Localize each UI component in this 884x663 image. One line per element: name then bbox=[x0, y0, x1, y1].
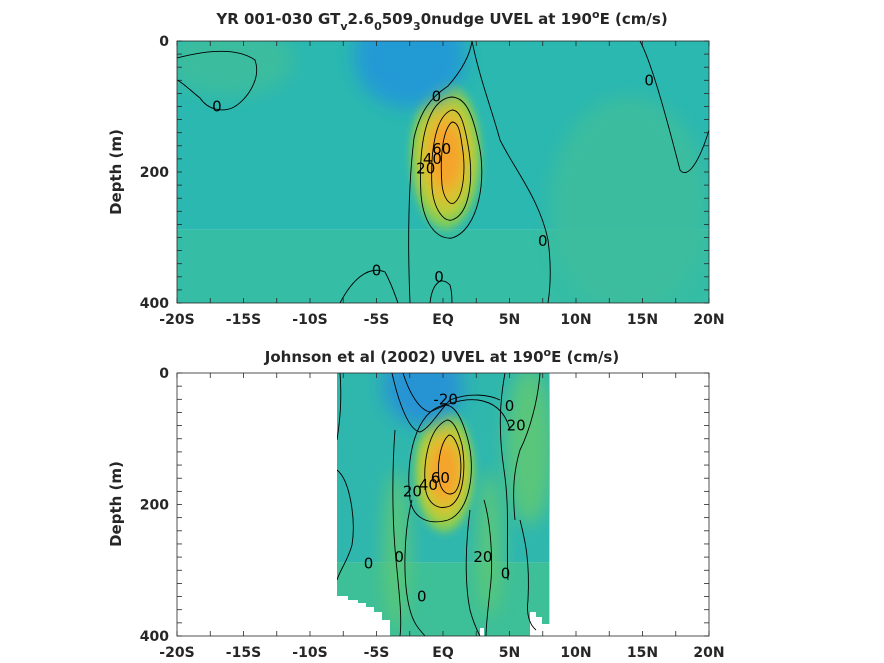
contour-label-7: 40 bbox=[423, 150, 442, 168]
contour-label-1: 0 bbox=[505, 397, 515, 415]
contour-label-6: 0 bbox=[394, 548, 404, 566]
panel-bottom-nodata-notch bbox=[337, 596, 550, 636]
panel-top-contours bbox=[177, 41, 709, 303]
contour-label-3: 20 bbox=[403, 482, 422, 500]
contour-60 bbox=[438, 434, 462, 495]
contour-zero-south bbox=[177, 51, 258, 111]
feature-nsccn bbox=[476, 471, 503, 617]
contour-zero-eq bbox=[402, 373, 511, 431]
panel-top: YR 001-030 GTv2.6050930nudge UVEL at 190… bbox=[107, 8, 725, 328]
contour-zero-west-edge bbox=[337, 373, 342, 441]
contour-label-5: 60 bbox=[431, 469, 450, 487]
y-tick-label-2: 400 bbox=[140, 629, 169, 645]
contour-label-0: -20 bbox=[433, 390, 458, 408]
panel-bottom: Johnson et al (2002) UVEL at 190oE (cm/s… bbox=[107, 346, 725, 661]
contour-zero-core-east bbox=[471, 41, 551, 303]
contour-nsccs bbox=[392, 429, 402, 636]
y-tick-label-0: 0 bbox=[159, 34, 169, 50]
contour-20-main bbox=[408, 404, 472, 523]
panel-top-title: YR 001-030 GTv2.6050930nudge UVEL at 190… bbox=[215, 8, 667, 33]
contour-nsccn bbox=[465, 509, 481, 636]
contour-label-8: 20 bbox=[473, 548, 492, 566]
contour-40 bbox=[431, 109, 472, 221]
feature-surface-westward bbox=[383, 373, 463, 426]
panel-bottom-title: Johnson et al (2002) UVEL at 190oE (cm/s… bbox=[264, 346, 619, 366]
contour-label-2: 20 bbox=[507, 417, 526, 435]
panel-bottom-contours bbox=[337, 373, 541, 636]
contour-zero-sw bbox=[337, 469, 354, 581]
contour-zero-core-west bbox=[408, 41, 473, 303]
contour-40 bbox=[424, 419, 465, 508]
feature-undercurrent-core-level-4 bbox=[432, 127, 459, 184]
y-tick-label-2: 400 bbox=[140, 296, 169, 312]
contour-label-2: 0 bbox=[644, 71, 654, 89]
contour-label-3: 0 bbox=[538, 232, 548, 250]
x-tick-label-1: -15S bbox=[226, 312, 261, 328]
y-tick-label-0: 0 bbox=[159, 366, 169, 382]
y-tick-label-1: 200 bbox=[140, 165, 169, 181]
x-tick-label-8: 20N bbox=[693, 312, 724, 328]
panel-top-ylabel: Depth (m) bbox=[107, 129, 125, 215]
contour-nsccn-inner bbox=[483, 499, 493, 636]
contour-label-10: 0 bbox=[417, 588, 427, 606]
contour-60 bbox=[440, 121, 465, 204]
contour-zero-deep-south bbox=[339, 269, 399, 303]
contour-zero-east-deep bbox=[519, 519, 537, 631]
feature-north-deep bbox=[549, 96, 709, 303]
contour-label-6: 20 bbox=[416, 160, 435, 178]
x-tick-label-4: EQ bbox=[432, 312, 454, 328]
contour-label-5: 0 bbox=[434, 268, 444, 286]
feature-necc bbox=[505, 373, 550, 525]
x-tick-label-8: 20N bbox=[693, 645, 724, 661]
x-tick-label-0: -20S bbox=[159, 645, 194, 661]
x-tick-label-4: EQ bbox=[432, 645, 454, 661]
x-tick-label-3: -5S bbox=[364, 645, 390, 661]
x-tick-label-7: 15N bbox=[627, 645, 658, 661]
x-tick-label-3: -5S bbox=[364, 312, 390, 328]
contour-label-4: 40 bbox=[419, 476, 438, 494]
panel-top-field bbox=[177, 41, 709, 303]
contour-label-9: 0 bbox=[501, 565, 511, 583]
contour-zero-necc-e bbox=[513, 373, 541, 521]
contour-zero-deep-eq bbox=[429, 280, 453, 303]
contour-20 bbox=[420, 96, 483, 239]
x-tick-label-1: -15S bbox=[226, 645, 261, 661]
x-tick-label-0: -20S bbox=[159, 312, 194, 328]
y-tick-label-1: 200 bbox=[140, 498, 169, 514]
contour-label-4: 0 bbox=[372, 261, 382, 279]
contour-zero-north bbox=[639, 41, 709, 173]
x-tick-label-2: -10S bbox=[292, 312, 327, 328]
contour-zero-necc-w bbox=[499, 373, 509, 581]
x-tick-label-6: 10N bbox=[560, 312, 591, 328]
feature-nsccs bbox=[383, 470, 410, 631]
contour-nsccs-inner bbox=[404, 499, 426, 636]
x-tick-label-5: 5N bbox=[499, 645, 520, 661]
x-tick-label-2: -10S bbox=[292, 645, 327, 661]
panel-bottom-ylabel: Depth (m) bbox=[107, 461, 125, 547]
x-tick-label-7: 15N bbox=[627, 312, 658, 328]
contour-label-1: 0 bbox=[432, 88, 442, 106]
contour-label-7: 0 bbox=[364, 555, 374, 573]
x-tick-label-5: 5N bbox=[499, 312, 520, 328]
x-tick-label-6: 10N bbox=[560, 645, 591, 661]
feature-south-surface-east bbox=[177, 41, 295, 97]
feature-surface-westward bbox=[353, 41, 466, 108]
contour-label-8: 60 bbox=[432, 140, 451, 158]
contour-minus20 bbox=[391, 373, 501, 433]
contour-label-0: 0 bbox=[212, 98, 222, 116]
